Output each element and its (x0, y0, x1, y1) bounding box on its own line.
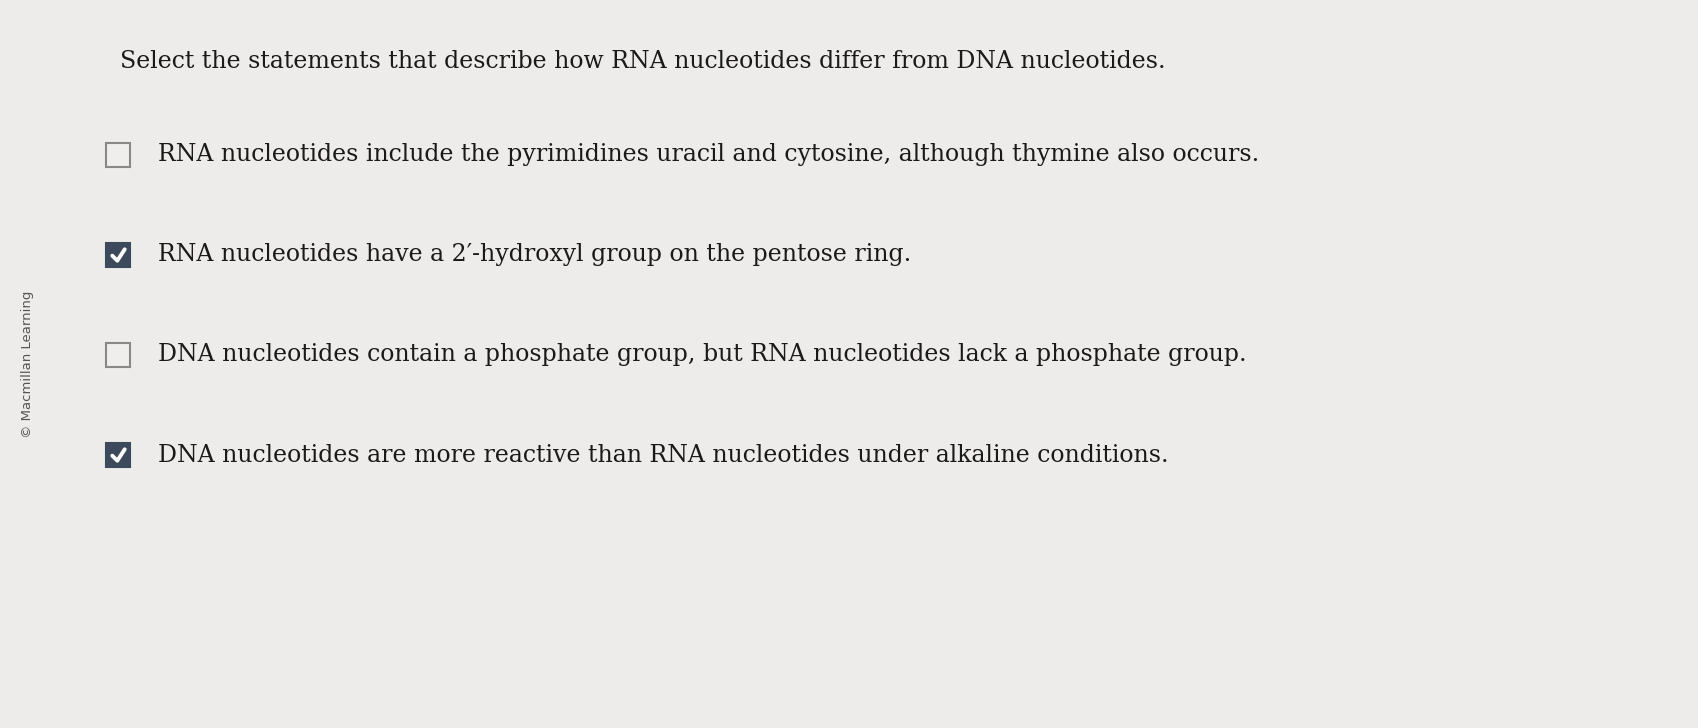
Text: DNA nucleotides contain a phosphate group, but RNA nucleotides lack a phosphate : DNA nucleotides contain a phosphate grou… (158, 344, 1246, 366)
Text: DNA nucleotides are more reactive than RNA nucleotides under alkaline conditions: DNA nucleotides are more reactive than R… (158, 443, 1168, 467)
Text: Select the statements that describe how RNA nucleotides differ from DNA nucleoti: Select the statements that describe how … (121, 50, 1165, 73)
Text: RNA nucleotides include the pyrimidines uracil and cytosine, although thymine al: RNA nucleotides include the pyrimidines … (158, 143, 1258, 167)
Bar (105, 143, 131, 167)
Bar (105, 343, 131, 367)
Text: © Macmillan Learning: © Macmillan Learning (22, 290, 34, 438)
Bar (105, 443, 131, 467)
Bar (105, 243, 131, 267)
Text: RNA nucleotides have a 2′-hydroxyl group on the pentose ring.: RNA nucleotides have a 2′-hydroxyl group… (158, 243, 910, 266)
